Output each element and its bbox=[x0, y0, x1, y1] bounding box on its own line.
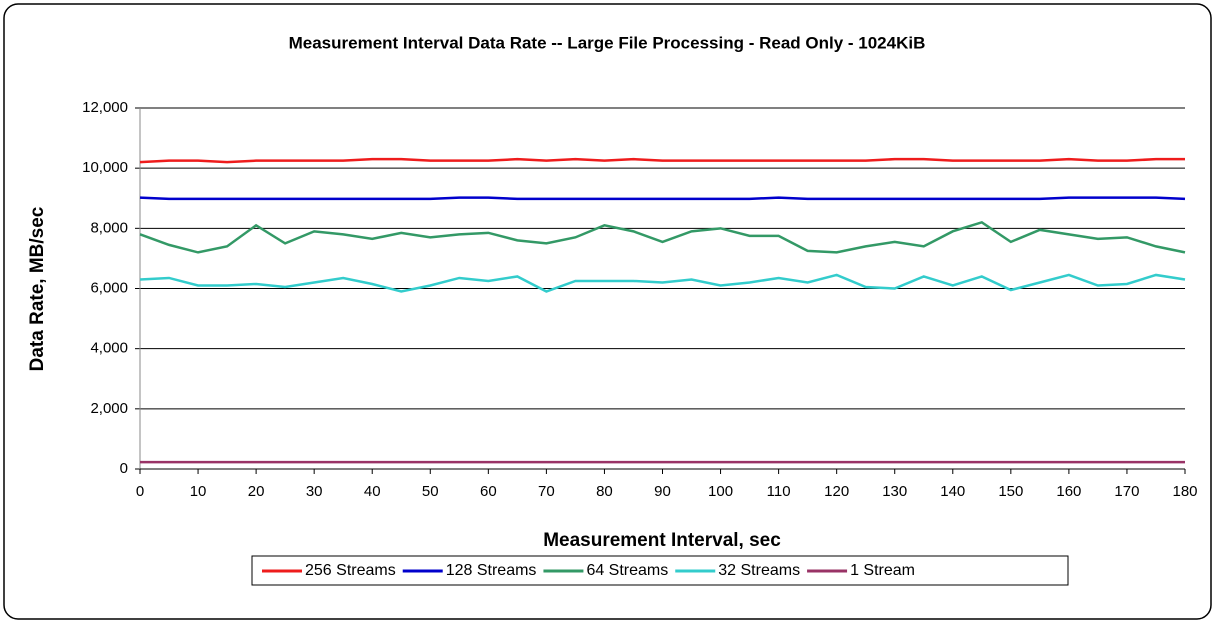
x-tick-label: 0 bbox=[136, 483, 144, 500]
x-tick-label: 70 bbox=[538, 483, 555, 500]
x-tick-label: 180 bbox=[1172, 483, 1197, 500]
chart-border bbox=[3, 3, 1212, 620]
y-tick-label: 2,000 bbox=[90, 400, 128, 417]
x-tick-label: 40 bbox=[364, 483, 381, 500]
y-tick-label: 0 bbox=[120, 460, 128, 477]
y-tick-label: 4,000 bbox=[90, 340, 128, 357]
x-tick-label: 80 bbox=[596, 483, 613, 500]
x-tick-label: 20 bbox=[248, 483, 265, 500]
x-tick-label: 130 bbox=[882, 483, 907, 500]
x-tick-label: 160 bbox=[1056, 483, 1081, 500]
x-tick-label: 140 bbox=[940, 483, 965, 500]
legend-box bbox=[251, 555, 1069, 586]
y-axis-title: Data Rate, MB/sec bbox=[27, 206, 48, 371]
x-tick-label: 120 bbox=[824, 483, 849, 500]
x-tick-label: 90 bbox=[654, 483, 671, 500]
x-tick-label: 30 bbox=[306, 483, 323, 500]
series-line bbox=[139, 196, 1186, 201]
x-tick-label: 170 bbox=[1114, 483, 1139, 500]
legend-label: 32 Streams bbox=[718, 562, 800, 579]
x-tick-label: 110 bbox=[767, 483, 791, 500]
series-line bbox=[139, 220, 1186, 254]
legend-label: 1 Stream bbox=[850, 562, 915, 579]
x-tick-label: 50 bbox=[422, 483, 439, 500]
y-tick-label: 8,000 bbox=[90, 219, 128, 236]
legend-label: 64 Streams bbox=[586, 562, 668, 579]
x-tick-label: 100 bbox=[708, 483, 733, 500]
x-tick-label: 10 bbox=[190, 483, 207, 500]
x-tick-label: 150 bbox=[998, 483, 1023, 500]
chart-title: Measurement Interval Data Rate -- Large … bbox=[289, 33, 926, 52]
y-tick-label: 10,000 bbox=[82, 159, 128, 176]
y-tick-label: 6,000 bbox=[90, 279, 128, 296]
x-tick-label: 60 bbox=[480, 483, 497, 500]
legend-label: 256 Streams bbox=[305, 562, 396, 579]
x-axis-title: Measurement Interval, sec bbox=[543, 530, 781, 551]
series-line bbox=[139, 157, 1185, 164]
legend-label: 128 Streams bbox=[446, 562, 537, 579]
y-tick-label: 12,000 bbox=[82, 99, 128, 116]
series-line bbox=[139, 273, 1186, 293]
